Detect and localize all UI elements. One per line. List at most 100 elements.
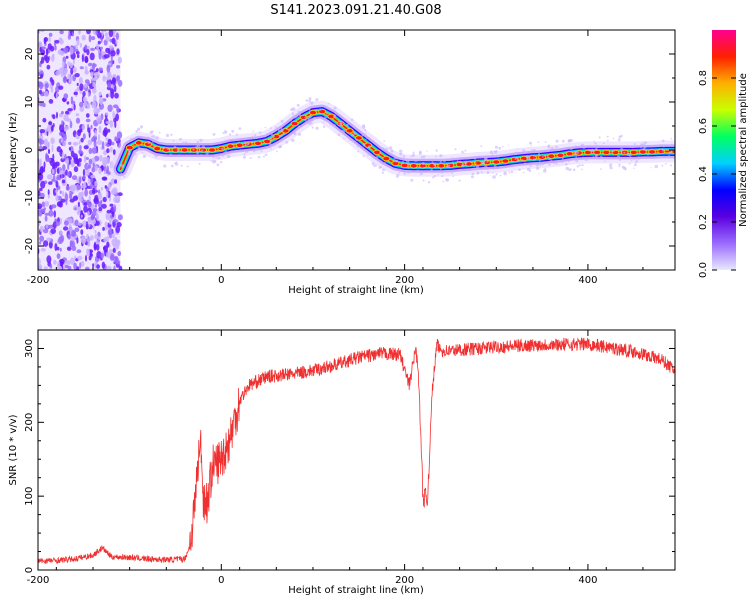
noise-blob xyxy=(76,249,82,254)
spectral-halo-speckle xyxy=(189,150,192,154)
spectral-halo-speckle xyxy=(220,160,223,164)
spectral-halo-speckle xyxy=(215,155,218,158)
spectral-peak-point xyxy=(556,152,565,158)
spectral-halo-speckle xyxy=(291,116,294,119)
spectral-halo-speckle xyxy=(640,143,644,147)
spectral-halo-speckle xyxy=(461,169,464,172)
noise-blob xyxy=(110,75,113,79)
spectral-halo-speckle xyxy=(419,172,423,176)
spectral-halo-speckle xyxy=(279,135,282,138)
spectral-halo-speckle xyxy=(222,152,226,156)
spectral-halo-speckle xyxy=(537,141,540,144)
noise-blob xyxy=(48,209,54,217)
spectral-halo-speckle xyxy=(139,125,144,129)
noise-blob xyxy=(40,56,45,64)
noise-blob xyxy=(94,229,97,234)
noise-blob xyxy=(46,237,52,242)
noise-blob xyxy=(39,187,43,192)
noise-blob xyxy=(112,60,115,65)
noise-blob xyxy=(80,137,84,143)
noise-blob xyxy=(66,246,72,251)
spectral-halo-speckle xyxy=(292,114,294,116)
noise-blob xyxy=(118,79,123,87)
spectral-halo-speckle xyxy=(245,149,249,153)
noise-blob xyxy=(70,96,74,104)
noise-blob xyxy=(76,38,80,46)
spectral-halo-speckle xyxy=(199,138,203,142)
spectral-halo-speckle xyxy=(498,146,502,150)
noise-blob xyxy=(48,99,54,104)
spectral-halo-speckle xyxy=(217,156,221,160)
spectral-halo-speckle xyxy=(594,148,598,151)
spectral-halo-speckle xyxy=(371,162,375,166)
noise-blob xyxy=(96,251,102,259)
noise-blob xyxy=(112,34,117,38)
spectral-halo-speckle xyxy=(605,157,608,160)
noise-blob xyxy=(102,226,105,231)
noise-blob xyxy=(111,77,117,83)
spectral-halo-speckle xyxy=(367,154,369,157)
spectral-halo-speckle xyxy=(421,162,425,166)
spectral-halo-speckle xyxy=(535,163,540,167)
noise-blob xyxy=(38,89,43,95)
noise-blob xyxy=(39,62,42,68)
spectral-halo-speckle xyxy=(459,160,462,164)
spectral-halo-speckle xyxy=(435,155,437,158)
spectral-halo-speckle xyxy=(192,148,195,151)
spectral-halo-speckle xyxy=(484,165,488,169)
heatmap-x-tick-label: 0 xyxy=(218,275,224,286)
noise-blob xyxy=(105,36,111,42)
noise-blob xyxy=(110,178,116,185)
spectral-halo-speckle xyxy=(200,149,204,152)
noise-blob xyxy=(92,162,95,169)
spectral-peak-point xyxy=(400,162,409,168)
noise-blob xyxy=(87,164,92,169)
noise-blob xyxy=(66,171,71,177)
spectral-halo-speckle xyxy=(152,141,154,143)
spectral-halo-speckle xyxy=(322,125,326,128)
noise-blob xyxy=(98,91,102,97)
spectral-halo-speckle xyxy=(127,152,131,156)
spectral-halo-speckle xyxy=(568,160,570,163)
noise-blob xyxy=(107,104,113,112)
noise-blob xyxy=(86,30,91,35)
spectral-halo-speckle xyxy=(119,164,122,167)
spectral-halo-speckle xyxy=(264,153,268,157)
spectral-halo-speckle xyxy=(198,162,201,165)
spectral-halo-speckle xyxy=(555,162,558,165)
noise-blob xyxy=(40,248,46,252)
spectral-halo-speckle xyxy=(591,156,596,160)
noise-blob xyxy=(115,225,121,234)
spectral-halo-speckle xyxy=(564,162,568,166)
noise-blob xyxy=(82,91,86,97)
noise-blob xyxy=(87,127,91,133)
spectral-halo-speckle xyxy=(446,164,450,168)
spectral-halo-speckle xyxy=(297,125,300,128)
noise-blob xyxy=(56,246,60,251)
spectral-halo-speckle xyxy=(647,153,649,156)
spectral-halo-speckle xyxy=(393,155,397,160)
noise-blob xyxy=(86,113,90,118)
spectral-halo-speckle xyxy=(584,157,589,161)
spectral-halo-speckle xyxy=(385,147,389,151)
spectral-halo-speckle xyxy=(508,171,511,174)
noise-blob xyxy=(55,70,61,76)
spectral-halo-speckle xyxy=(291,112,294,115)
noise-blob xyxy=(90,174,96,179)
noise-blob xyxy=(73,103,76,111)
noise-blob xyxy=(44,138,48,144)
noise-blob xyxy=(41,46,46,50)
noise-blob xyxy=(106,93,109,98)
spectral-halo-speckle xyxy=(598,136,601,139)
noise-blob xyxy=(62,76,68,84)
spectral-halo-speckle xyxy=(142,154,147,158)
noise-blob xyxy=(98,51,102,60)
noise-blob xyxy=(97,134,101,141)
noise-blob xyxy=(101,141,105,150)
spectral-halo-speckle xyxy=(662,149,665,152)
spectral-halo-speckle xyxy=(174,162,179,166)
spectral-halo-speckle xyxy=(510,170,514,174)
spectral-halo-speckle xyxy=(523,160,525,162)
noise-blob xyxy=(56,176,60,180)
spectral-halo-speckle xyxy=(595,153,599,157)
